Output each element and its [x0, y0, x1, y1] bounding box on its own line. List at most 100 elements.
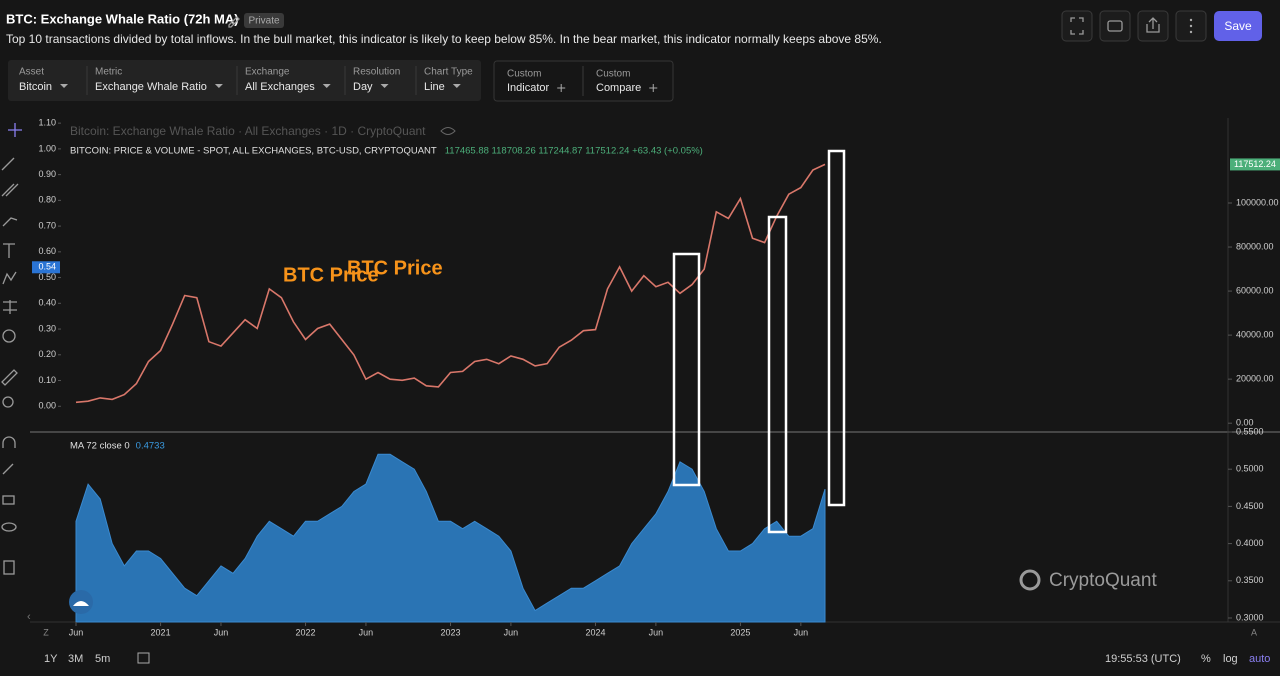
custom-label: Custom [507, 69, 541, 80]
fullscreen-button[interactable] [1061, 10, 1093, 42]
y-tick-label: 40000.00 [1236, 329, 1274, 339]
lock-tool[interactable] [2, 495, 15, 505]
footer: Z A 1Y 3M 5m 19:55:53 (UTC)% log auto [43, 627, 1270, 665]
custom-value[interactable]: Compare [596, 82, 641, 94]
title: BTC: Exchange Whale Ratio (72h MA) [6, 11, 239, 26]
filter-value[interactable]: Day [353, 81, 373, 93]
badge-bg [244, 13, 284, 28]
filter-bar [8, 60, 481, 101]
lock-drawing-tool[interactable] [2, 463, 14, 475]
x-tick-label: 2022 [296, 627, 316, 637]
x-tick-label: Jun [359, 627, 374, 637]
magnet-tool[interactable] [2, 436, 16, 448]
y-tick-label: 0.4500 [1236, 501, 1264, 511]
y-tick-label: 0.00 [1236, 418, 1254, 428]
save-button[interactable] [1214, 11, 1262, 41]
y2-tick-label: 0.90 [38, 169, 56, 179]
badge: Private [248, 16, 280, 27]
y2-tick-label: 1.10 [38, 118, 56, 128]
x-tick-label: Jun [504, 627, 519, 637]
visibility-icon [440, 127, 456, 135]
x-tick-label: 2023 [440, 627, 460, 637]
highlight-box [672, 252, 701, 487]
series-legend: BITCOIN: PRICE & VOLUME - SPOT, ALL EXCH… [70, 146, 437, 157]
channel-tool[interactable] [1, 183, 19, 197]
dropdown-arrow [60, 84, 69, 88]
filter-value[interactable]: Exchange Whale Ratio [95, 81, 207, 93]
highlight-boxes [672, 149, 846, 534]
y-tick-label: 20000.00 [1236, 374, 1274, 384]
y-tick-label: 0.5000 [1236, 464, 1264, 474]
pattern-tool[interactable] [2, 271, 17, 285]
custom-value[interactable]: Indicator [507, 82, 550, 94]
visibility-tool[interactable] [1, 522, 17, 532]
measure-tool[interactable] [3, 300, 17, 314]
x-tick-label: Jun [69, 627, 84, 637]
corner-button[interactable]: Z [43, 627, 49, 637]
y2-tick-label: 0.10 [38, 375, 56, 385]
crosshair-tool[interactable] [8, 123, 22, 137]
camera-button[interactable] [1099, 10, 1131, 42]
range-button[interactable]: 1Y [44, 653, 58, 665]
last-price-badge [1230, 158, 1280, 171]
annotation: BTC Price [283, 264, 379, 286]
highlight-box [767, 215, 788, 534]
description: Top 10 transactions divided by total inf… [6, 32, 882, 46]
range-button[interactable]: 5m [95, 653, 110, 665]
zoom-tool[interactable] [2, 396, 14, 408]
corner-button[interactable]: A [1251, 627, 1257, 637]
range-button[interactable]: 3M [68, 653, 83, 665]
dot [1189, 18, 1193, 22]
series-last-value: 0.4733 [136, 441, 165, 452]
plus-icon [649, 84, 658, 92]
filter-value[interactable]: Line [424, 81, 445, 93]
filter-label: Metric [95, 67, 122, 78]
fullscreen-icon [1070, 17, 1084, 35]
filter-label: Asset [19, 67, 44, 78]
delete-tool[interactable] [3, 560, 15, 575]
filter-value[interactable]: Bitcoin [19, 81, 52, 93]
line-tool[interactable] [1, 157, 15, 171]
watermark-logo [1019, 569, 1041, 591]
action-buttons: Save [1061, 10, 1262, 42]
date-range-icon[interactable] [137, 652, 150, 664]
filter-value[interactable]: All Exchanges [245, 81, 315, 93]
annotation: BTC Price [347, 257, 443, 279]
edit-icon[interactable] [228, 16, 240, 28]
x-tick-label: 2021 [151, 627, 171, 637]
text-tool[interactable] [3, 243, 15, 258]
ruler-tool[interactable] [1, 369, 18, 386]
collapse-arrow[interactable]: ‹ [27, 611, 31, 623]
dropdown-arrow [380, 84, 389, 88]
save-label: Save [1224, 19, 1252, 33]
y-tick-label: 60000.00 [1236, 285, 1274, 295]
scale-option[interactable]: % [1201, 653, 1211, 665]
y2-tick-label: 0.00 [38, 401, 56, 411]
filter-label: Exchange [245, 67, 290, 78]
side-toolbar [1, 123, 22, 575]
y2-tick-label: 0.70 [38, 220, 56, 230]
x-tick-label: Jun [794, 627, 809, 637]
emoji-tool[interactable] [2, 329, 16, 343]
y2-tick-label: 0.40 [38, 298, 56, 308]
brush-tool[interactable] [2, 217, 18, 227]
x-tick-label: 2025 [730, 627, 750, 637]
ohlc-values: 117465.88 118708.26 117244.87 117512.24 … [445, 146, 703, 157]
scale-option[interactable]: auto [1249, 653, 1270, 665]
logo-shape [73, 601, 89, 606]
custom-label: Custom [596, 69, 630, 80]
y-tick-label: 80000.00 [1236, 241, 1274, 251]
last-price-label: 117512.24 [1234, 159, 1276, 169]
y-tick-label: 100000.00 [1236, 197, 1279, 207]
ma-area [75, 453, 826, 623]
x-tick-label: 2024 [585, 627, 605, 637]
clock: 19:55:53 (UTC) [1105, 653, 1181, 665]
camera-icon [1107, 20, 1123, 32]
y2-tick-label: 0.80 [38, 195, 56, 205]
y2-tick-label: 0.50 [38, 272, 56, 282]
y-tick-label: 0.3000 [1236, 612, 1264, 622]
y2-tick-label: 0.60 [38, 246, 56, 256]
scale-option[interactable]: log [1223, 653, 1238, 665]
dot [1189, 30, 1193, 34]
